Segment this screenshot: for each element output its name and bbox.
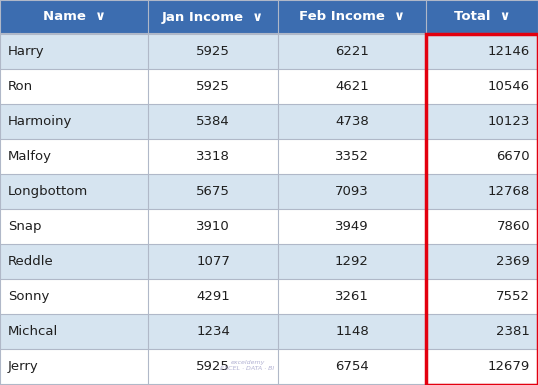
Bar — [0, 139, 148, 174]
Bar — [0, 174, 148, 209]
Bar — [426, 244, 538, 279]
Text: 2369: 2369 — [496, 255, 530, 268]
Bar — [148, 104, 278, 139]
Text: 12146: 12146 — [488, 45, 530, 58]
Text: Jan Income  ∨: Jan Income ∨ — [162, 10, 264, 23]
Text: 3318: 3318 — [196, 150, 230, 163]
Text: 1077: 1077 — [196, 255, 230, 268]
Text: 4621: 4621 — [335, 80, 369, 93]
Bar — [148, 0, 278, 34]
Bar — [278, 209, 426, 244]
Text: 3910: 3910 — [196, 220, 230, 233]
Bar — [426, 314, 538, 349]
Text: 5925: 5925 — [196, 45, 230, 58]
Bar — [278, 244, 426, 279]
Text: 3352: 3352 — [335, 150, 369, 163]
Bar — [148, 139, 278, 174]
Bar — [148, 69, 278, 104]
Text: 7093: 7093 — [335, 185, 369, 198]
Bar — [278, 314, 426, 349]
Text: exceldemy
EXCEL · DATA · BI: exceldemy EXCEL · DATA · BI — [221, 360, 274, 371]
Bar — [148, 279, 278, 314]
Text: 1292: 1292 — [335, 255, 369, 268]
Text: Jerry: Jerry — [8, 360, 39, 373]
Text: 3949: 3949 — [335, 220, 369, 233]
Text: Total  ∨: Total ∨ — [454, 10, 510, 23]
Text: 1234: 1234 — [196, 325, 230, 338]
Bar — [0, 244, 148, 279]
Text: 6754: 6754 — [335, 360, 369, 373]
Bar — [426, 34, 538, 69]
Bar — [0, 279, 148, 314]
Bar — [0, 69, 148, 104]
Text: 6670: 6670 — [497, 150, 530, 163]
Bar — [278, 279, 426, 314]
Text: 3261: 3261 — [335, 290, 369, 303]
Bar — [0, 349, 148, 384]
Bar — [426, 174, 538, 209]
Text: 5384: 5384 — [196, 115, 230, 128]
Text: 7860: 7860 — [497, 220, 530, 233]
Text: Malfoy: Malfoy — [8, 150, 52, 163]
Text: Name  ∨: Name ∨ — [43, 10, 105, 23]
Bar — [148, 209, 278, 244]
Text: 5925: 5925 — [196, 80, 230, 93]
Bar — [148, 34, 278, 69]
Text: 4291: 4291 — [196, 290, 230, 303]
Text: 12679: 12679 — [488, 360, 530, 373]
Bar — [426, 209, 538, 244]
Text: Harry: Harry — [8, 45, 45, 58]
Bar — [278, 104, 426, 139]
Text: 7552: 7552 — [496, 290, 530, 303]
Bar — [148, 244, 278, 279]
Text: 12768: 12768 — [488, 185, 530, 198]
Bar — [426, 0, 538, 34]
Text: Snap: Snap — [8, 220, 41, 233]
Text: 4738: 4738 — [335, 115, 369, 128]
Bar — [0, 314, 148, 349]
Text: 5925: 5925 — [196, 360, 230, 373]
Text: Longbottom: Longbottom — [8, 185, 88, 198]
Bar — [426, 104, 538, 139]
Text: 6221: 6221 — [335, 45, 369, 58]
Bar — [278, 34, 426, 69]
Bar — [148, 174, 278, 209]
Bar — [0, 34, 148, 69]
Text: 2381: 2381 — [496, 325, 530, 338]
Bar — [426, 69, 538, 104]
Text: Sonny: Sonny — [8, 290, 49, 303]
Bar — [148, 349, 278, 384]
Bar — [426, 349, 538, 384]
Text: 5675: 5675 — [196, 185, 230, 198]
Bar — [0, 104, 148, 139]
Bar — [278, 69, 426, 104]
Bar — [278, 139, 426, 174]
Bar — [426, 34, 538, 385]
Text: 1148: 1148 — [335, 325, 369, 338]
Bar — [148, 314, 278, 349]
Text: Reddle: Reddle — [8, 255, 54, 268]
Bar — [0, 209, 148, 244]
Text: Michcal: Michcal — [8, 325, 58, 338]
Bar — [278, 174, 426, 209]
Bar — [278, 349, 426, 384]
Text: Harmoiny: Harmoiny — [8, 115, 73, 128]
Bar — [0, 0, 148, 34]
Text: 10123: 10123 — [487, 115, 530, 128]
Bar — [426, 279, 538, 314]
Text: Feb Income  ∨: Feb Income ∨ — [299, 10, 405, 23]
Bar — [426, 139, 538, 174]
Text: 10546: 10546 — [488, 80, 530, 93]
Bar — [278, 0, 426, 34]
Text: Ron: Ron — [8, 80, 33, 93]
